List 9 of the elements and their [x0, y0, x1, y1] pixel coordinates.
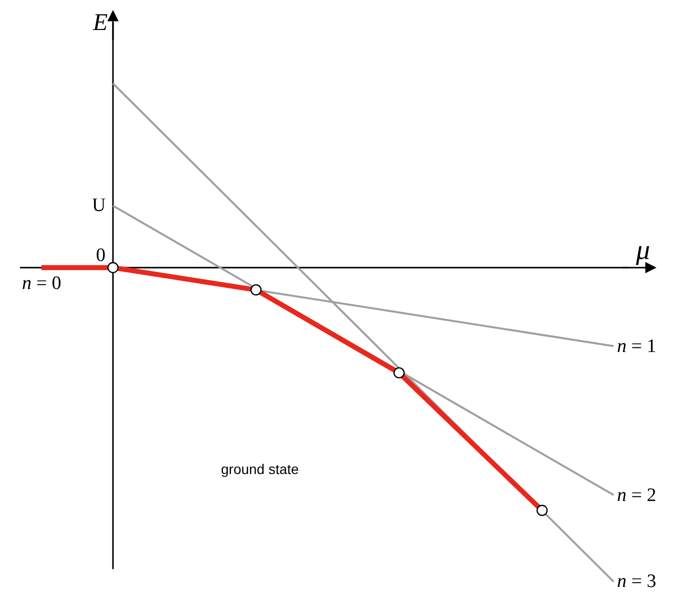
series-label: n = 0	[22, 273, 62, 294]
annotation: 0	[96, 245, 106, 266]
series-label: n = 3	[617, 571, 656, 592]
y-axis-title: E	[92, 10, 108, 36]
x-axis-title: μ	[635, 235, 650, 266]
annotation: U	[92, 195, 106, 216]
annotation: ground state	[221, 461, 300, 477]
series-label: n = 2	[617, 485, 656, 506]
series-label: n = 1	[617, 336, 656, 357]
